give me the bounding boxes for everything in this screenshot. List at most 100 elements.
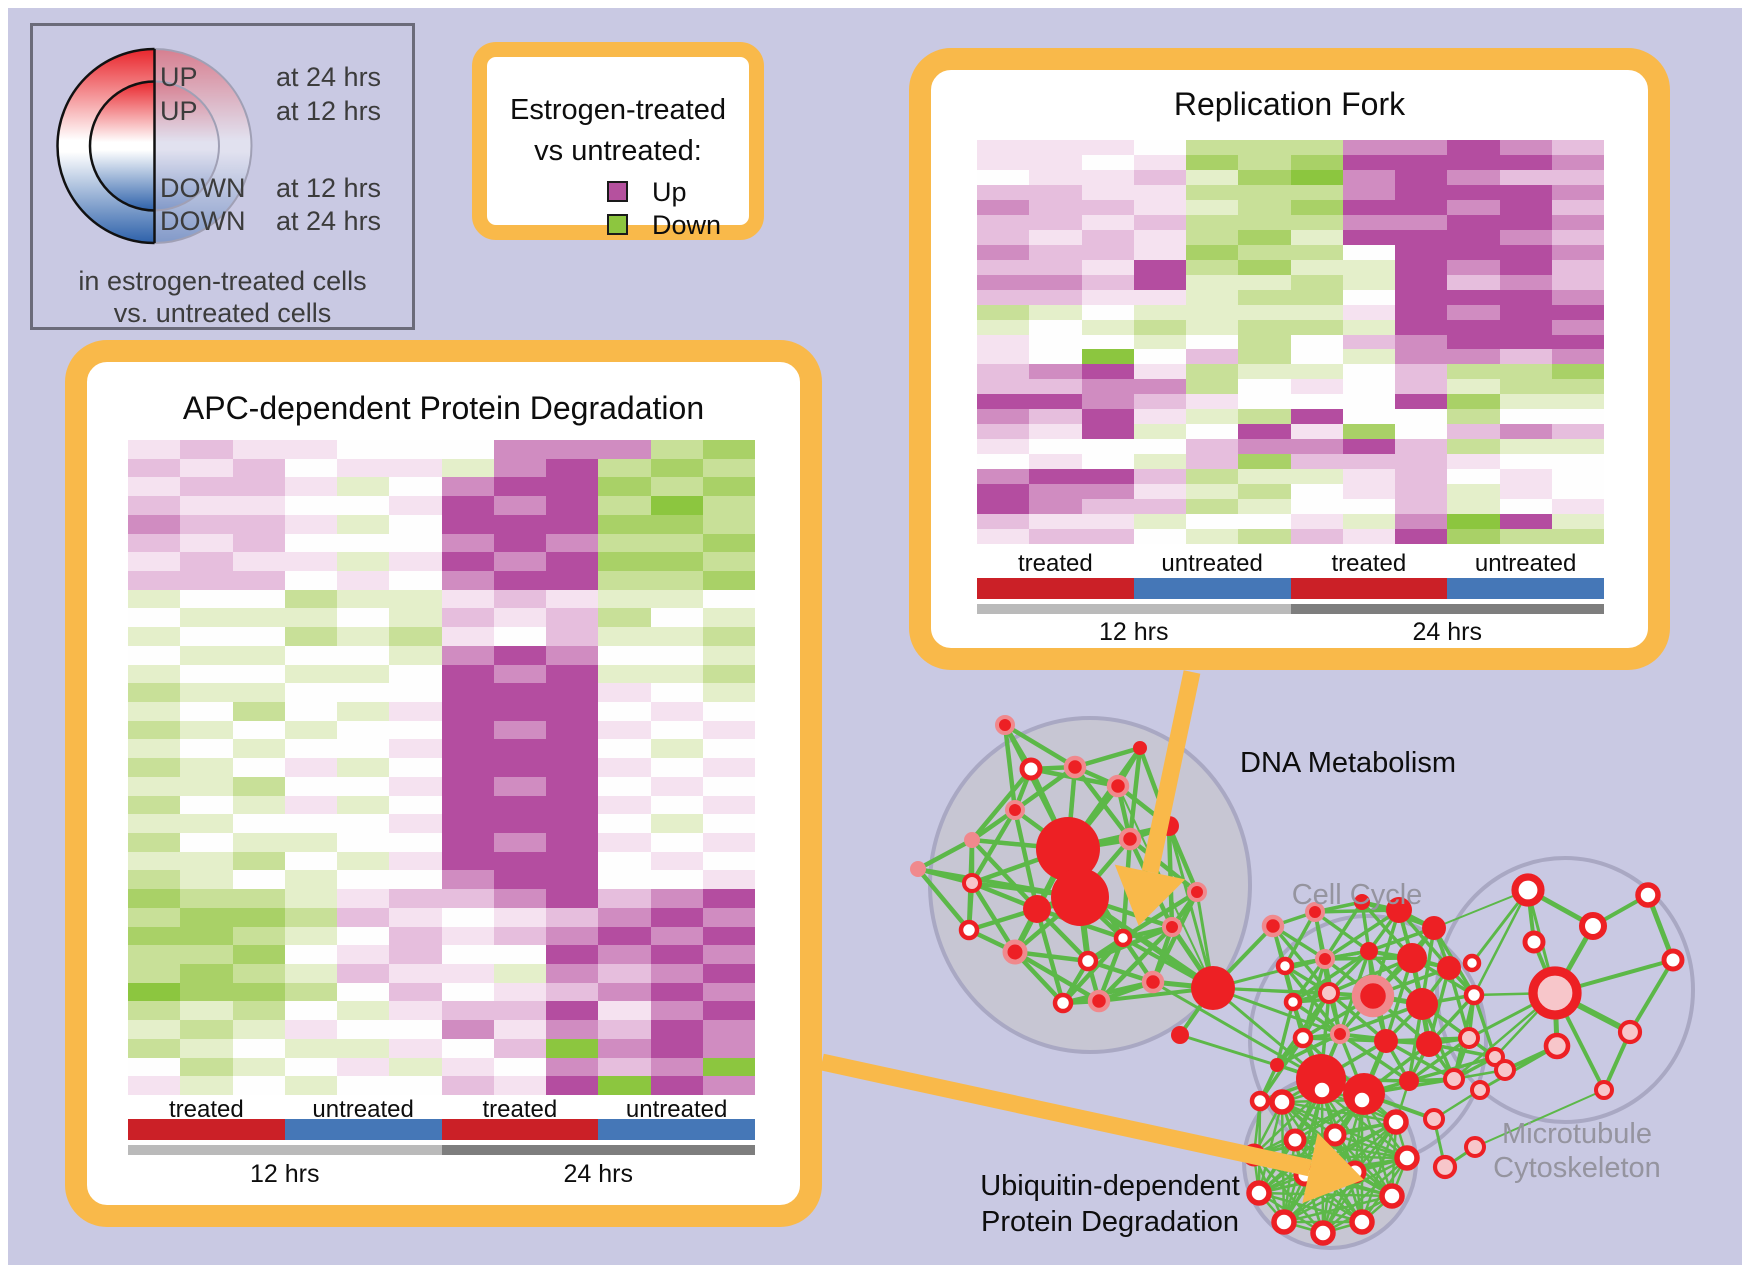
heatmap-cell bbox=[1551, 244, 1604, 260]
heatmap-cell bbox=[284, 926, 337, 946]
heatmap-cell bbox=[1395, 184, 1448, 200]
heatmap-cell bbox=[284, 963, 337, 983]
heatmap-cell bbox=[977, 379, 1030, 395]
heatmap-cell bbox=[1447, 259, 1500, 275]
heatmap-cell bbox=[180, 1076, 233, 1095]
heatmap-cell bbox=[1238, 409, 1291, 425]
heatmap-cell bbox=[284, 552, 337, 571]
heatmap-cell bbox=[128, 795, 181, 815]
heatmap-cell bbox=[650, 926, 703, 946]
heatmap-cell bbox=[546, 683, 599, 702]
heatmap-cell bbox=[284, 440, 337, 459]
heatmap-cell bbox=[337, 814, 390, 833]
heatmap-cell bbox=[493, 1057, 546, 1077]
heatmap-cell bbox=[389, 458, 442, 478]
heatmap-cell bbox=[1499, 319, 1552, 335]
heatmap-cell bbox=[702, 627, 755, 646]
heatmap-cell bbox=[232, 832, 285, 852]
network-node bbox=[1470, 1080, 1490, 1100]
heatmap-cell bbox=[389, 683, 442, 702]
heatmap-cell bbox=[702, 907, 755, 927]
heatmap-cell bbox=[128, 720, 181, 740]
heatmap-cell bbox=[1238, 499, 1291, 515]
network-node bbox=[1323, 1123, 1347, 1147]
heatmap-cell bbox=[180, 664, 233, 684]
heatmap-cell bbox=[232, 608, 285, 628]
heatmap-cell bbox=[284, 701, 337, 721]
legend-note-line2: vs. untreated cells bbox=[113, 298, 332, 328]
heatmap-cell bbox=[1342, 184, 1395, 200]
heatmap-cell bbox=[1081, 394, 1134, 410]
heatmap-cell bbox=[493, 645, 546, 665]
condition-color-bar bbox=[977, 578, 1134, 599]
heatmap-cell bbox=[1186, 169, 1239, 185]
heatmap-cell bbox=[546, 889, 599, 908]
heatmap-cell bbox=[1551, 214, 1604, 230]
network-edge bbox=[969, 880, 1018, 955]
legend-time-down-24: at 24 hrs bbox=[276, 206, 382, 236]
heatmap-cell bbox=[702, 982, 755, 1002]
heatmap-cell bbox=[180, 776, 233, 796]
heatmap-cell bbox=[232, 963, 285, 983]
heatmap-cell bbox=[702, 1038, 755, 1058]
heatmap-cell bbox=[180, 589, 233, 609]
heatmap-cell bbox=[1342, 499, 1395, 515]
heatmap-cell bbox=[441, 720, 494, 740]
network-edge bbox=[1293, 1138, 1409, 1160]
heatmap-cell bbox=[977, 514, 1030, 530]
heatmap-cell bbox=[1029, 319, 1082, 335]
heatmap-cell bbox=[702, 776, 755, 796]
heatmap-cell bbox=[1447, 334, 1500, 350]
heatmap-cell bbox=[441, 570, 494, 590]
network-node bbox=[1432, 1154, 1458, 1180]
heatmap-cell bbox=[1447, 499, 1500, 515]
heatmap-cell bbox=[650, 496, 703, 515]
network-node bbox=[1349, 1087, 1375, 1113]
heatmap-cell bbox=[232, 514, 285, 534]
network-edge bbox=[1252, 1098, 1364, 1157]
heatmap-cell bbox=[650, 458, 703, 478]
heatmap-cell bbox=[1029, 289, 1082, 305]
heatmap-cell bbox=[598, 458, 651, 478]
heatmap-cell bbox=[337, 720, 390, 740]
time-span-bar bbox=[441, 1145, 755, 1155]
legend-note-line1: in estrogen-treated cells bbox=[78, 266, 367, 296]
heatmap-cell bbox=[650, 758, 703, 777]
down-label: Down bbox=[652, 210, 722, 240]
heatmap-cell bbox=[1081, 199, 1134, 215]
heatmap-cell bbox=[128, 851, 181, 871]
heatmap-cell bbox=[1447, 379, 1500, 395]
heatmap-cell bbox=[650, 870, 703, 890]
heatmap-cell bbox=[128, 645, 181, 665]
heatmap-cell bbox=[1029, 364, 1082, 380]
heatmap-cell bbox=[128, 870, 181, 890]
heatmap-cell bbox=[1081, 514, 1134, 530]
network-node bbox=[1133, 741, 1147, 755]
heatmap-cell bbox=[650, 683, 703, 702]
heatmap-cell bbox=[128, 683, 181, 702]
heatmap-cell bbox=[650, 477, 703, 497]
network-node bbox=[1309, 1077, 1335, 1103]
condition-label: treated bbox=[482, 1096, 558, 1123]
heatmap-cell bbox=[650, 776, 703, 796]
heatmap-cell bbox=[232, 739, 285, 759]
heatmap-cell bbox=[1029, 184, 1082, 200]
up-color-swatch bbox=[607, 181, 628, 202]
heatmap-cell bbox=[546, 627, 599, 646]
heatmap-cell bbox=[337, 627, 390, 646]
heatmap-cell bbox=[546, 720, 599, 740]
heatmap-cell bbox=[232, 814, 285, 833]
heatmap-cell bbox=[441, 907, 494, 927]
heatmap-cell bbox=[284, 514, 337, 534]
network-node bbox=[962, 873, 982, 893]
heatmap-cell bbox=[337, 758, 390, 777]
heatmap-cell bbox=[128, 1057, 181, 1077]
heatmap-cell bbox=[284, 589, 337, 609]
heatmap-cell bbox=[546, 701, 599, 721]
apc-degradation-heatmap bbox=[128, 440, 755, 1095]
heatmap-cell bbox=[493, 440, 546, 459]
heatmap-cell bbox=[1551, 529, 1604, 544]
heatmap-cell bbox=[546, 570, 599, 590]
network-edge bbox=[1060, 979, 1156, 1006]
heatmap-cell bbox=[493, 701, 546, 721]
